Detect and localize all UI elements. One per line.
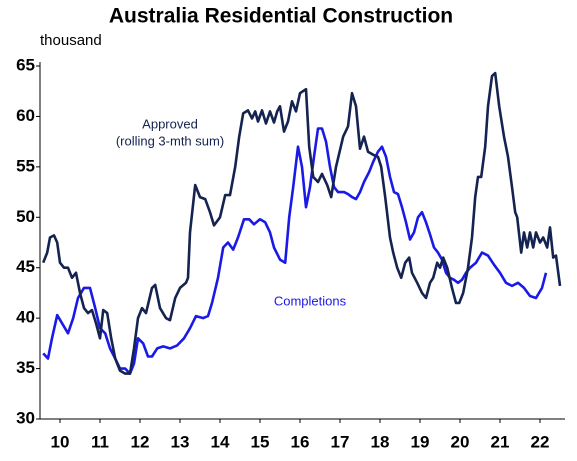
x-tick-label: 13: [171, 432, 190, 451]
annotation: (rolling 3-mth sum): [116, 133, 224, 148]
x-tick-label: 15: [251, 432, 270, 451]
x-tick-label: 18: [371, 432, 390, 451]
y-tick-label: 45: [16, 257, 35, 276]
y-tick-label: 40: [16, 308, 35, 327]
x-tick-label: 17: [331, 432, 350, 451]
x-tick-label: 16: [291, 432, 310, 451]
y-tick-label: 60: [16, 106, 35, 125]
y-tick-label: 55: [16, 156, 35, 175]
x-tick-label: 19: [411, 432, 430, 451]
y-axis-label: thousand: [40, 32, 102, 49]
x-tick-label: 20: [451, 432, 470, 451]
y-tick-label: 65: [16, 55, 35, 74]
x-tick-label: 10: [51, 432, 70, 451]
y-tick-label: 35: [16, 358, 35, 377]
annotation: Completions: [274, 293, 347, 308]
x-tick-label: 11: [91, 432, 109, 451]
y-tick-label: 30: [16, 408, 35, 427]
x-tick-label: 14: [211, 432, 230, 451]
x-tick-label: 12: [131, 432, 150, 451]
y-tick-label: 50: [16, 207, 35, 226]
x-tick-label: 21: [491, 432, 510, 451]
annotation: Approved: [142, 116, 198, 131]
x-tick-label: 22: [531, 432, 550, 451]
series-line: [41, 71, 562, 375]
chart-title: Australia Residential Construction: [109, 5, 453, 28]
